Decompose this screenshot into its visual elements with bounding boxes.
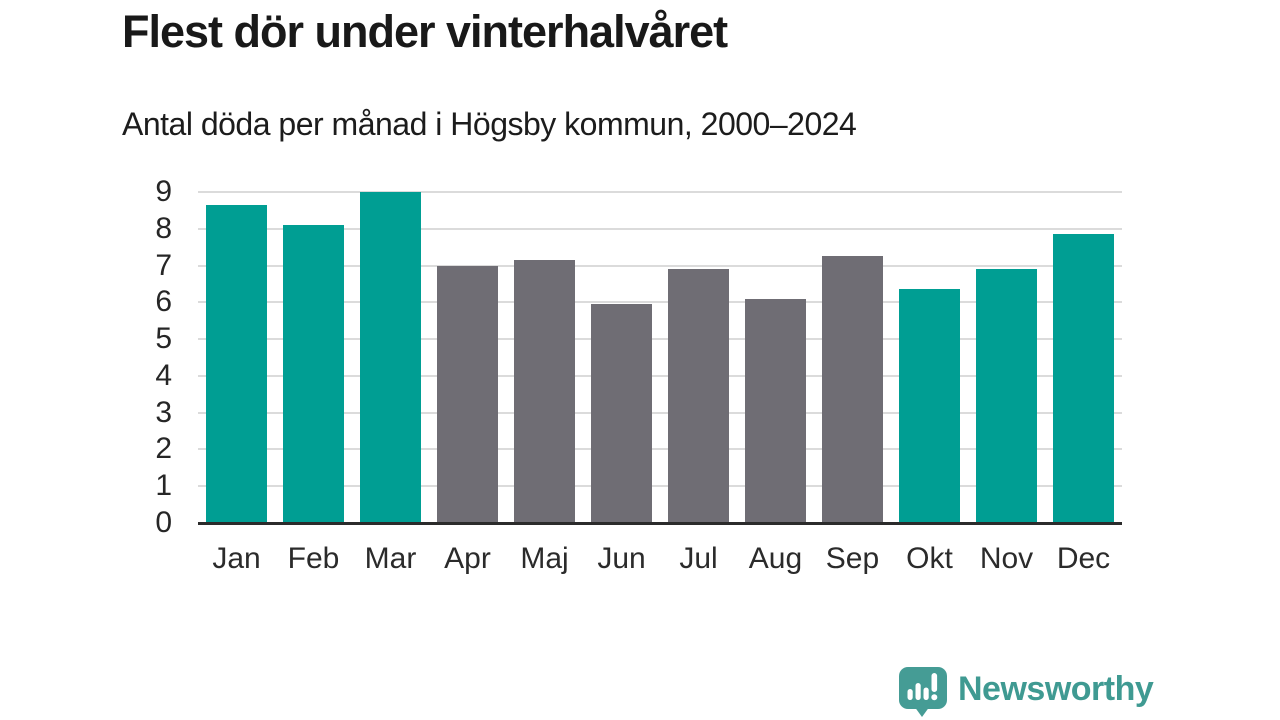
chart-title: Flest dör under vinterhalvåret <box>122 6 728 57</box>
bar-feb <box>282 225 345 523</box>
y-tick-label-4: 4 <box>155 358 172 392</box>
chart-subtitle: Antal döda per månad i Högsby kommun, 20… <box>122 106 857 142</box>
x-tick-label-dec: Dec <box>1056 542 1111 575</box>
x-tick-label-jun: Jun <box>597 542 646 575</box>
x-tick-label-mar: Mar <box>364 542 417 575</box>
gridline-6 <box>198 301 1122 304</box>
x-axis: Jan Feb Mar Apr Maj Jun Jul Aug Sep Okt Nov Dec <box>198 530 1122 576</box>
gridline-9 <box>198 191 1122 193</box>
gridline-8 <box>198 227 1122 230</box>
x-axis-baseline <box>198 522 1122 525</box>
x-tick-label-apr: Apr <box>444 542 491 575</box>
brand-name: Newsworthy <box>958 670 1154 708</box>
gridline-4 <box>198 374 1122 377</box>
x-tick-label-feb: Feb <box>287 542 340 575</box>
y-tick-label-1: 1 <box>155 469 172 503</box>
gridline-7 <box>198 264 1122 267</box>
plot-area <box>198 191 1122 525</box>
bar-jan <box>205 204 268 523</box>
bar-maj <box>513 260 576 523</box>
bar-aug <box>744 298 807 523</box>
y-tick-label-6: 6 <box>155 285 172 319</box>
y-tick-label-2: 2 <box>155 432 172 466</box>
brand-footer: Newsworthy <box>898 666 1154 718</box>
bar-nov <box>975 269 1038 523</box>
bar-jun <box>590 304 653 523</box>
bar-jul <box>667 269 730 523</box>
gridline-5 <box>198 338 1122 341</box>
y-tick-label-3: 3 <box>155 395 172 429</box>
newsworthy-logo-icon <box>899 667 947 717</box>
x-tick-label-maj: Maj <box>520 542 569 575</box>
y-tick-label-9: 9 <box>155 175 172 208</box>
bar-dec <box>1052 234 1115 523</box>
x-tick-label-aug: Aug <box>748 542 803 575</box>
x-tick-label-okt: Okt <box>906 542 953 575</box>
y-tick-label-5: 5 <box>155 322 172 356</box>
bar-mar <box>359 192 422 523</box>
gridline-2 <box>198 448 1122 451</box>
y-tick-label-8: 8 <box>155 211 172 245</box>
x-tick-label-sep: Sep <box>825 542 880 575</box>
gridline-3 <box>198 411 1122 414</box>
gridline-1 <box>198 485 1122 488</box>
x-tick-label-jan: Jan <box>212 542 261 575</box>
y-tick-label-7: 7 <box>155 248 172 282</box>
y-tick-label-0: 0 <box>155 506 172 539</box>
bar-sep <box>821 256 884 523</box>
x-tick-label-jul: Jul <box>679 542 718 575</box>
x-tick-label-nov: Nov <box>979 542 1034 575</box>
bar-apr <box>436 265 499 523</box>
bar-okt <box>898 289 961 523</box>
